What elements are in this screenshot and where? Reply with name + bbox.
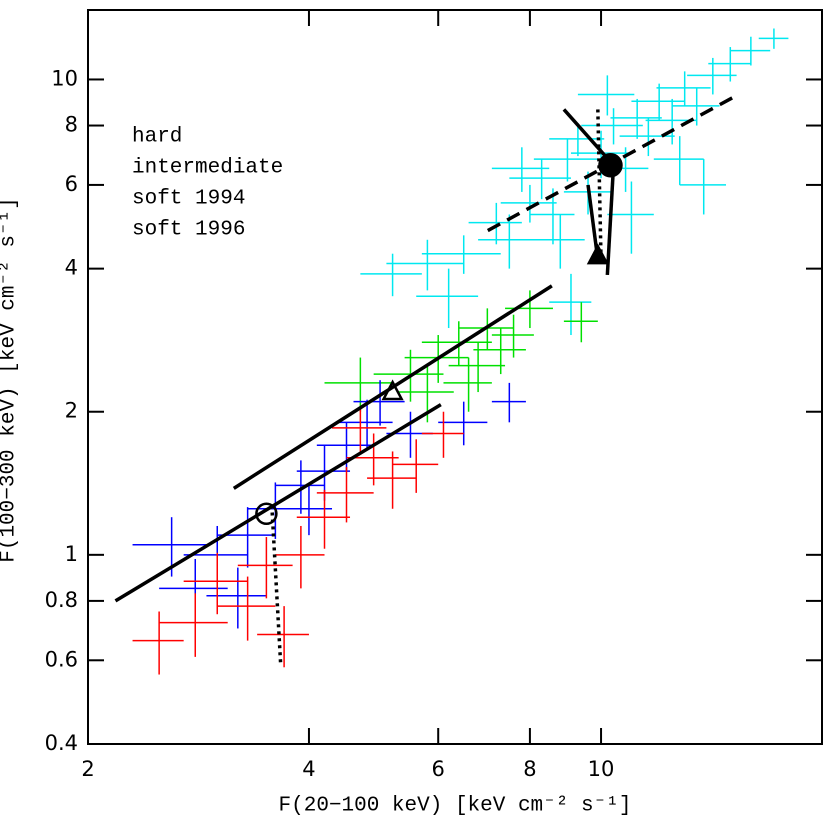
x-tick-label: 8: [523, 757, 536, 781]
x-tick-label: 10: [588, 757, 615, 781]
y-tick-label: 8: [65, 113, 78, 137]
y-axis-title: F(100−300 keV) [keV cm⁻² s⁻¹]: [0, 197, 21, 563]
plot-frame: [87, 9, 823, 745]
fit-line: [114, 403, 442, 603]
y-tick-label: 10: [51, 66, 78, 90]
y-tick-label: 0.6: [45, 647, 78, 671]
marker-circle: [598, 152, 623, 178]
x-tick-label: 4: [302, 757, 315, 781]
legend-label: soft 1996: [132, 219, 245, 242]
fit-line: [605, 165, 616, 276]
y-tick-label: 2: [65, 399, 78, 423]
marker-triangle: [381, 379, 404, 401]
y-tick-label: 1: [65, 542, 78, 566]
x-tick-label: 2: [81, 757, 94, 781]
legend-label: intermediate: [132, 157, 283, 180]
x-tick-label: 6: [432, 757, 445, 781]
fit-line: [270, 505, 283, 664]
y-tick-label: 0.8: [45, 588, 78, 612]
marker-circle: [255, 502, 278, 526]
marker-triangle: [586, 243, 609, 265]
fit-line: [232, 284, 553, 490]
legend-label: soft 1994: [132, 188, 245, 211]
legend-label: hard: [132, 126, 182, 149]
x-axis-title: F(20−100 keV) [keV cm⁻² s⁻¹]: [279, 795, 632, 818]
y-tick-label: 6: [65, 172, 78, 196]
y-tick-label: 4: [65, 256, 78, 280]
y-tick-label: 0.4: [45, 731, 78, 755]
